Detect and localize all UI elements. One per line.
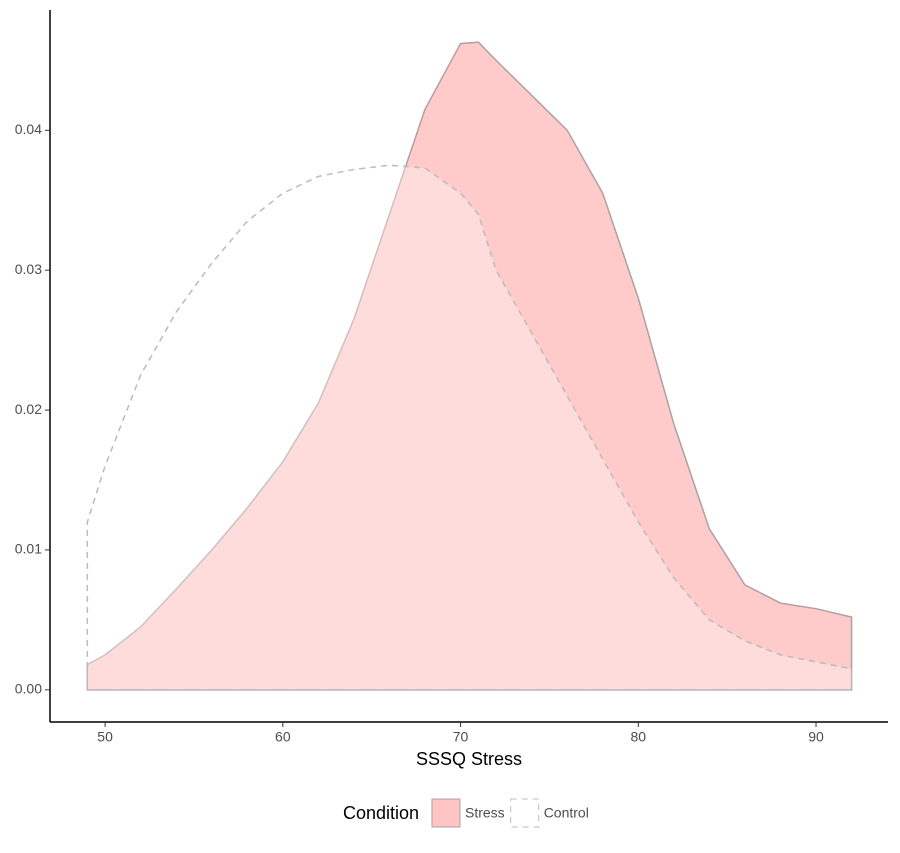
x-tick-label: 50 [97, 729, 113, 745]
density-outline [86, 41, 853, 691]
legend-label: Stress [465, 805, 505, 821]
density-area [87, 165, 852, 690]
legend-title: Condition [343, 803, 419, 823]
y-tick-label: 0.01 [15, 541, 42, 557]
legend-key [510, 798, 540, 828]
y-tick-label: 0.03 [15, 261, 42, 277]
x-tick-label: 90 [808, 729, 824, 745]
y-tick-label: 0.04 [15, 121, 42, 137]
y-tick-label: 0.02 [15, 401, 42, 417]
x-tick-label: 60 [275, 729, 291, 745]
y-tick-label: 0.00 [15, 681, 42, 697]
x-tick-label: 70 [453, 729, 469, 745]
density-area [87, 42, 852, 690]
density-outline [86, 164, 853, 691]
x-tick-label: 80 [630, 729, 646, 745]
legend-key [431, 798, 461, 828]
x-axis-label: SSSQ Stress [416, 749, 522, 769]
legend-label: Control [544, 805, 589, 821]
